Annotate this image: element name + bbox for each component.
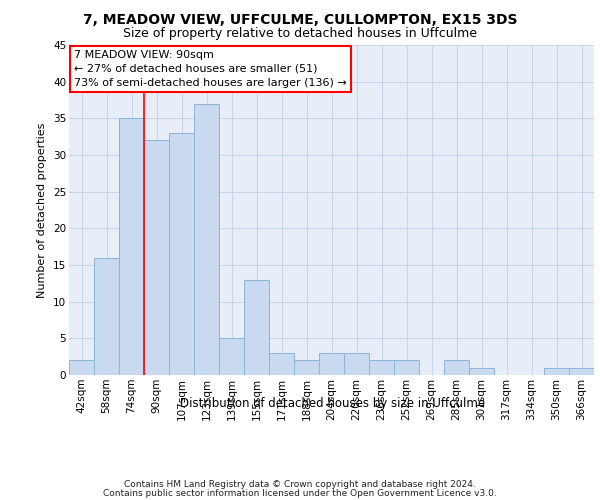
Bar xyxy=(569,368,594,375)
Bar xyxy=(369,360,394,375)
Bar xyxy=(119,118,144,375)
Text: Contains public sector information licensed under the Open Government Licence v3: Contains public sector information licen… xyxy=(103,490,497,498)
Bar xyxy=(319,353,344,375)
Text: Contains HM Land Registry data © Crown copyright and database right 2024.: Contains HM Land Registry data © Crown c… xyxy=(124,480,476,489)
Y-axis label: Number of detached properties: Number of detached properties xyxy=(37,122,47,298)
Bar xyxy=(294,360,319,375)
Bar xyxy=(444,360,469,375)
Bar xyxy=(219,338,244,375)
Bar xyxy=(394,360,419,375)
Bar xyxy=(544,368,569,375)
Text: 7 MEADOW VIEW: 90sqm
← 27% of detached houses are smaller (51)
73% of semi-detac: 7 MEADOW VIEW: 90sqm ← 27% of detached h… xyxy=(74,50,347,88)
Bar xyxy=(469,368,494,375)
Text: Size of property relative to detached houses in Uffculme: Size of property relative to detached ho… xyxy=(123,28,477,40)
Text: 7, MEADOW VIEW, UFFCULME, CULLOMPTON, EX15 3DS: 7, MEADOW VIEW, UFFCULME, CULLOMPTON, EX… xyxy=(83,12,517,26)
Bar xyxy=(169,133,194,375)
Bar xyxy=(244,280,269,375)
Bar xyxy=(94,258,119,375)
Bar xyxy=(144,140,169,375)
Bar xyxy=(269,353,294,375)
Bar xyxy=(344,353,369,375)
Bar xyxy=(69,360,94,375)
Bar xyxy=(194,104,219,375)
Text: Distribution of detached houses by size in Uffculme: Distribution of detached houses by size … xyxy=(181,398,485,410)
